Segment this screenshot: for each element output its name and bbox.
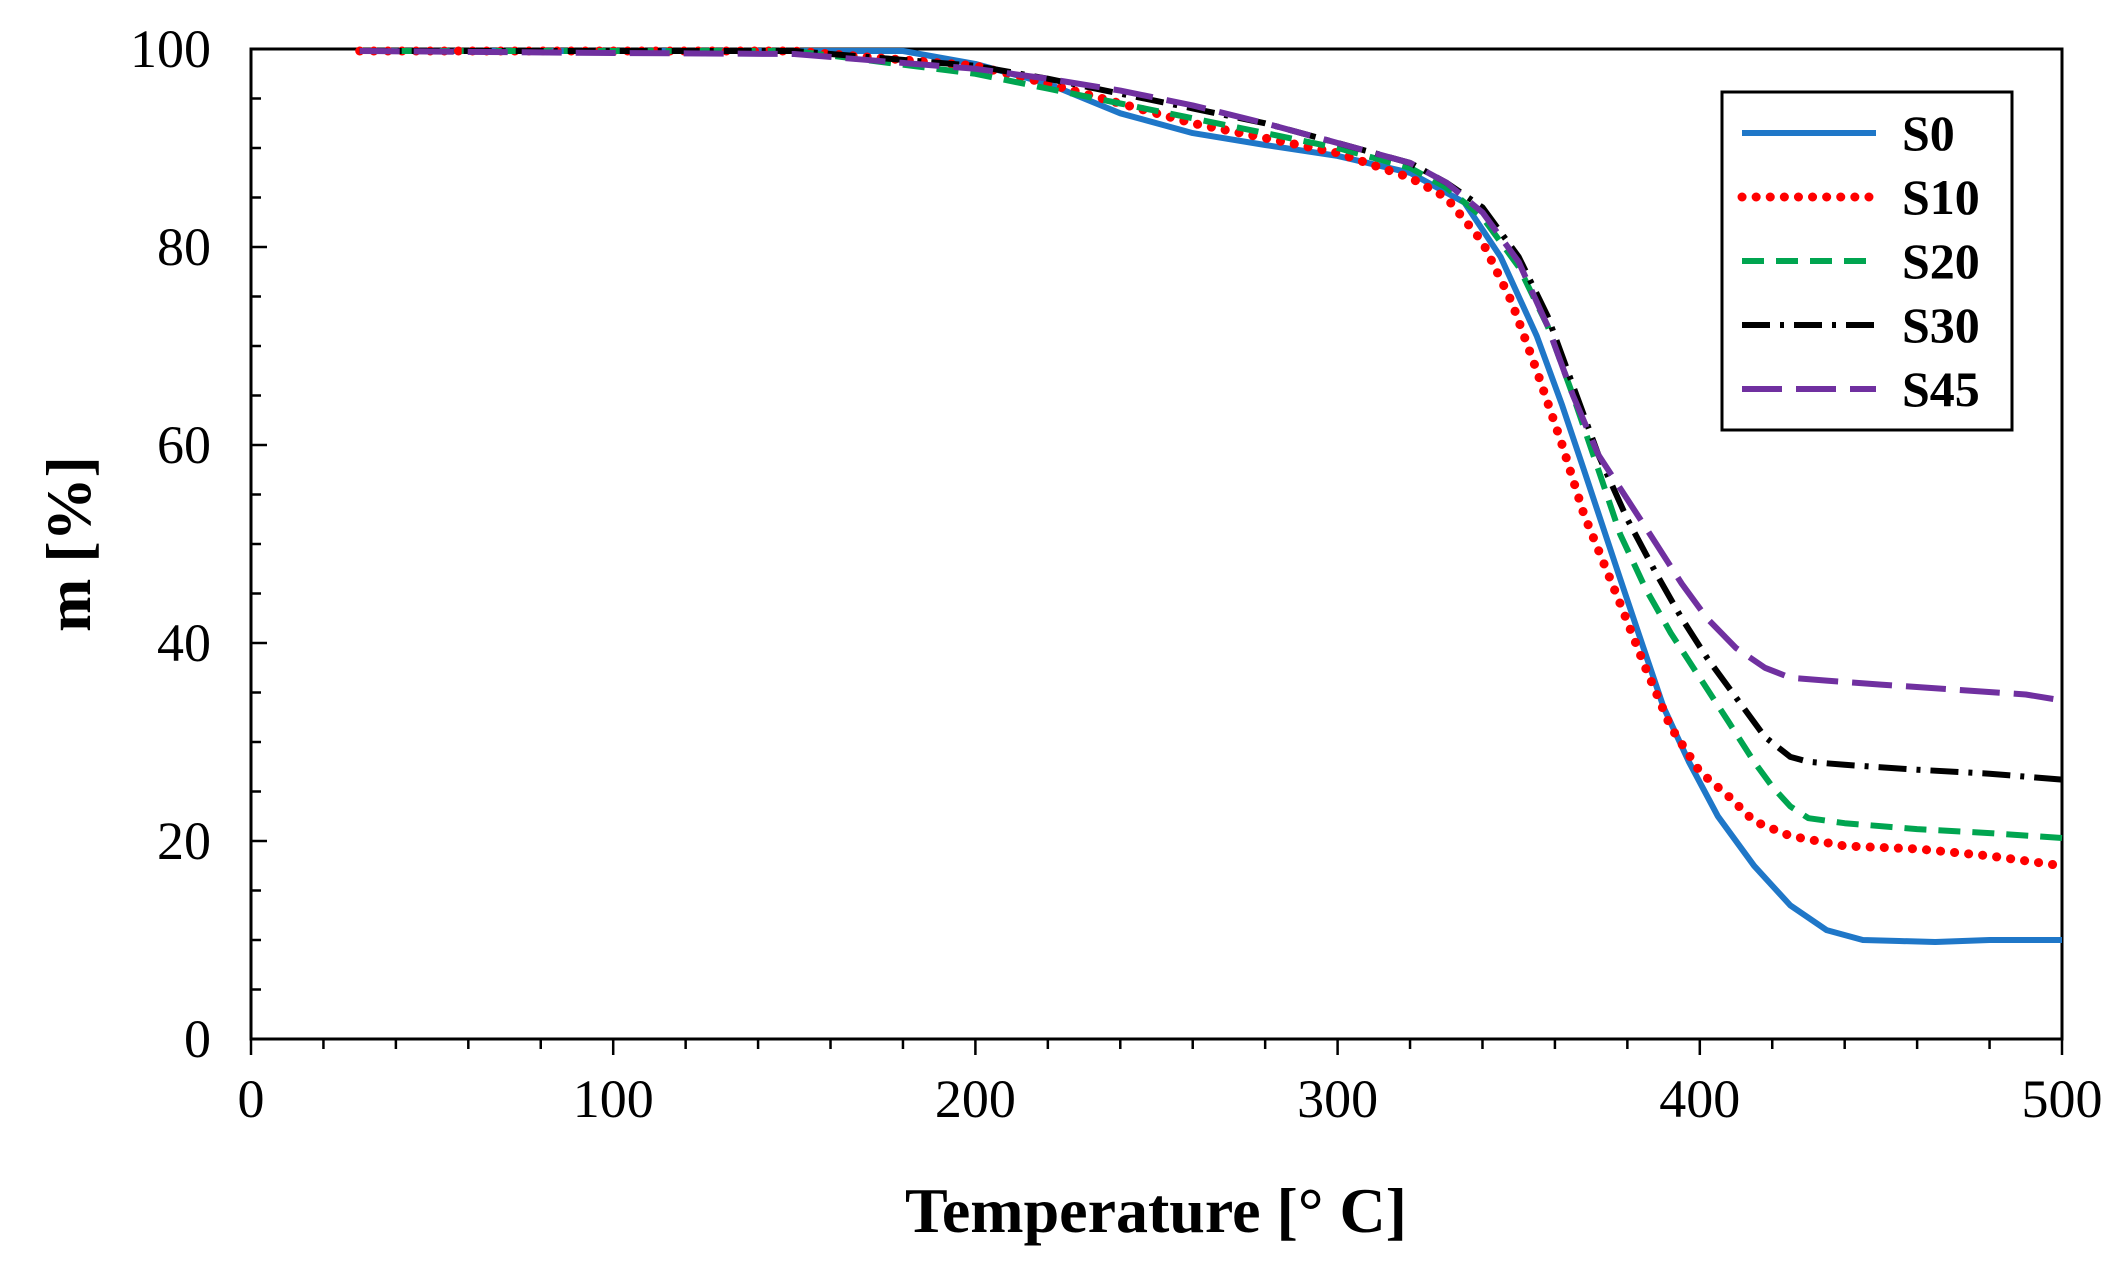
x-tick-label: 200	[935, 1069, 1016, 1129]
legend-box	[1720, 90, 2014, 432]
series-line-s30	[359, 48, 2063, 783]
x-axis-title: Temperature [° C]	[905, 1175, 1407, 1246]
x-tick-label: 100	[573, 1069, 654, 1129]
y-tick-label: 60	[157, 415, 211, 475]
legend-label-s10: S10	[1902, 169, 1980, 225]
series-line-s10	[355, 46, 2067, 871]
legend: S0 S10 S20 S30 S45	[1720, 90, 2014, 432]
x-tick-label: 500	[2022, 1069, 2103, 1129]
y-axis-ticks: 0 20 40 60 80 100	[130, 19, 267, 1069]
series-layer	[355, 46, 2067, 945]
y-tick-label: 0	[184, 1009, 211, 1069]
x-axis-ticks: 0 100 200 300 400 500	[238, 1039, 2103, 1129]
y-axis-title: m [%]	[33, 456, 104, 632]
y-tick-label: 100	[130, 19, 211, 79]
legend-label-s0: S0	[1902, 105, 1955, 161]
series-line-s45	[359, 48, 2063, 704]
legend-label-s45: S45	[1902, 361, 1980, 417]
y-tick-label: 20	[157, 811, 211, 871]
y-tick-label: 80	[157, 217, 211, 277]
legend-label-s30: S30	[1902, 297, 1980, 353]
x-tick-label: 0	[238, 1069, 265, 1129]
legend-label-s20: S20	[1902, 233, 1980, 289]
y-tick-label: 40	[157, 613, 211, 673]
x-tick-label: 300	[1297, 1069, 1378, 1129]
x-tick-label: 400	[1659, 1069, 1740, 1129]
